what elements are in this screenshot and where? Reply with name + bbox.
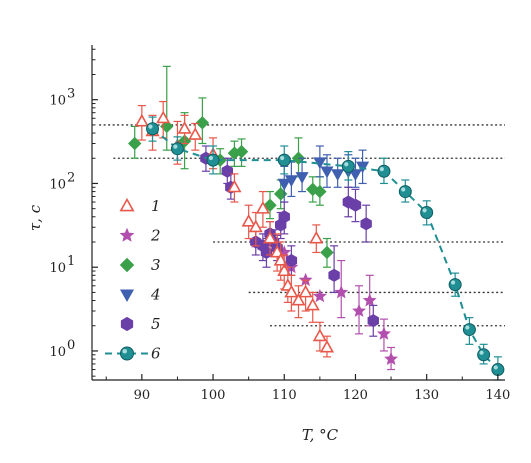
data-point <box>362 293 377 307</box>
data-point <box>128 136 142 151</box>
data-point <box>273 187 288 201</box>
series-5 <box>200 145 379 337</box>
legend-marker <box>120 346 134 361</box>
data-point <box>377 164 391 178</box>
data-point <box>262 230 278 244</box>
data-point <box>420 206 434 219</box>
data-point <box>319 339 335 353</box>
data-point <box>331 169 345 181</box>
data-point <box>277 178 291 191</box>
x-tick-label: 120 <box>343 388 368 403</box>
x-axis-title: T, °C <box>302 426 339 444</box>
data-point <box>462 323 476 337</box>
data-point <box>491 363 505 377</box>
data-point <box>277 153 291 167</box>
legend-label: 6 <box>151 345 161 363</box>
x-tick-label: 90 <box>134 388 151 403</box>
x-tick-label: 130 <box>414 388 439 403</box>
data-point <box>334 285 349 299</box>
series-layer <box>128 65 505 381</box>
data-point <box>295 172 309 184</box>
data-point <box>312 288 327 303</box>
y-tick-label: 10 <box>49 177 66 192</box>
data-point <box>263 198 277 212</box>
legend-label: 4 <box>150 286 161 304</box>
data-point <box>146 122 160 136</box>
data-point <box>241 214 256 227</box>
y-tick-exponent: 3 <box>67 87 75 102</box>
legend-marker <box>120 316 134 332</box>
data-point <box>349 198 362 212</box>
data-point <box>313 184 327 199</box>
data-point <box>206 153 220 167</box>
data-point <box>273 252 288 266</box>
data-point <box>156 110 171 124</box>
data-point <box>234 144 249 159</box>
y-axis-title: τ, c <box>26 204 44 231</box>
data-point <box>270 244 285 258</box>
data-point <box>278 210 290 224</box>
data-point <box>312 328 327 342</box>
data-point <box>320 166 334 179</box>
legend-item-5: 5 <box>120 315 161 333</box>
legend-label: 5 <box>151 315 161 333</box>
legend-label: 1 <box>151 197 161 215</box>
legend-item-6: 6 <box>105 345 161 363</box>
legend-marker <box>119 257 135 273</box>
y-tick-exponent: 2 <box>67 170 75 185</box>
data-point <box>448 278 462 292</box>
y-tick-exponent: 1 <box>67 254 75 269</box>
data-point <box>284 284 299 298</box>
data-point <box>352 303 366 317</box>
legend-label: 3 <box>151 256 161 274</box>
data-point <box>298 284 313 298</box>
data-point <box>348 169 363 181</box>
legend-marker <box>119 289 135 303</box>
data-point <box>367 314 379 328</box>
x-tick-label: 140 <box>485 388 510 403</box>
data-point <box>134 113 149 127</box>
data-point <box>320 245 334 260</box>
y-tick-label: 10 <box>49 345 66 360</box>
legend-label: 2 <box>150 227 161 245</box>
series-6 <box>146 116 505 381</box>
data-point <box>248 219 263 233</box>
data-point <box>360 217 372 231</box>
legend-item-3: 3 <box>119 256 161 274</box>
legend: 1 2 3 4 5 6 <box>105 197 161 363</box>
data-point <box>377 326 391 340</box>
data-point <box>195 116 210 130</box>
data-point <box>384 351 399 365</box>
data-point <box>328 268 340 282</box>
data-point <box>305 297 320 311</box>
data-point <box>285 253 298 268</box>
legend-item-4: 4 <box>119 286 161 304</box>
data-point <box>277 263 292 277</box>
data-point <box>188 127 203 140</box>
x-tick-label: 100 <box>201 388 226 403</box>
data-point <box>255 201 270 214</box>
data-point <box>477 348 491 362</box>
y-tick-exponent: 0 <box>67 338 75 353</box>
data-point <box>170 142 184 156</box>
data-point <box>341 159 355 173</box>
legend-marker <box>119 197 135 212</box>
legend-item-1: 1 <box>119 197 161 215</box>
data-point <box>309 230 324 244</box>
legend-marker <box>119 227 135 242</box>
data-point <box>398 185 412 199</box>
data-point <box>177 121 192 134</box>
data-point <box>227 179 242 193</box>
data-point <box>291 292 306 306</box>
data-point <box>284 175 298 188</box>
y-tick-label: 10 <box>49 261 66 276</box>
y-tick-label: 10 <box>49 94 66 109</box>
legend-item-2: 2 <box>119 227 161 245</box>
x-tick-label: 110 <box>272 388 297 403</box>
